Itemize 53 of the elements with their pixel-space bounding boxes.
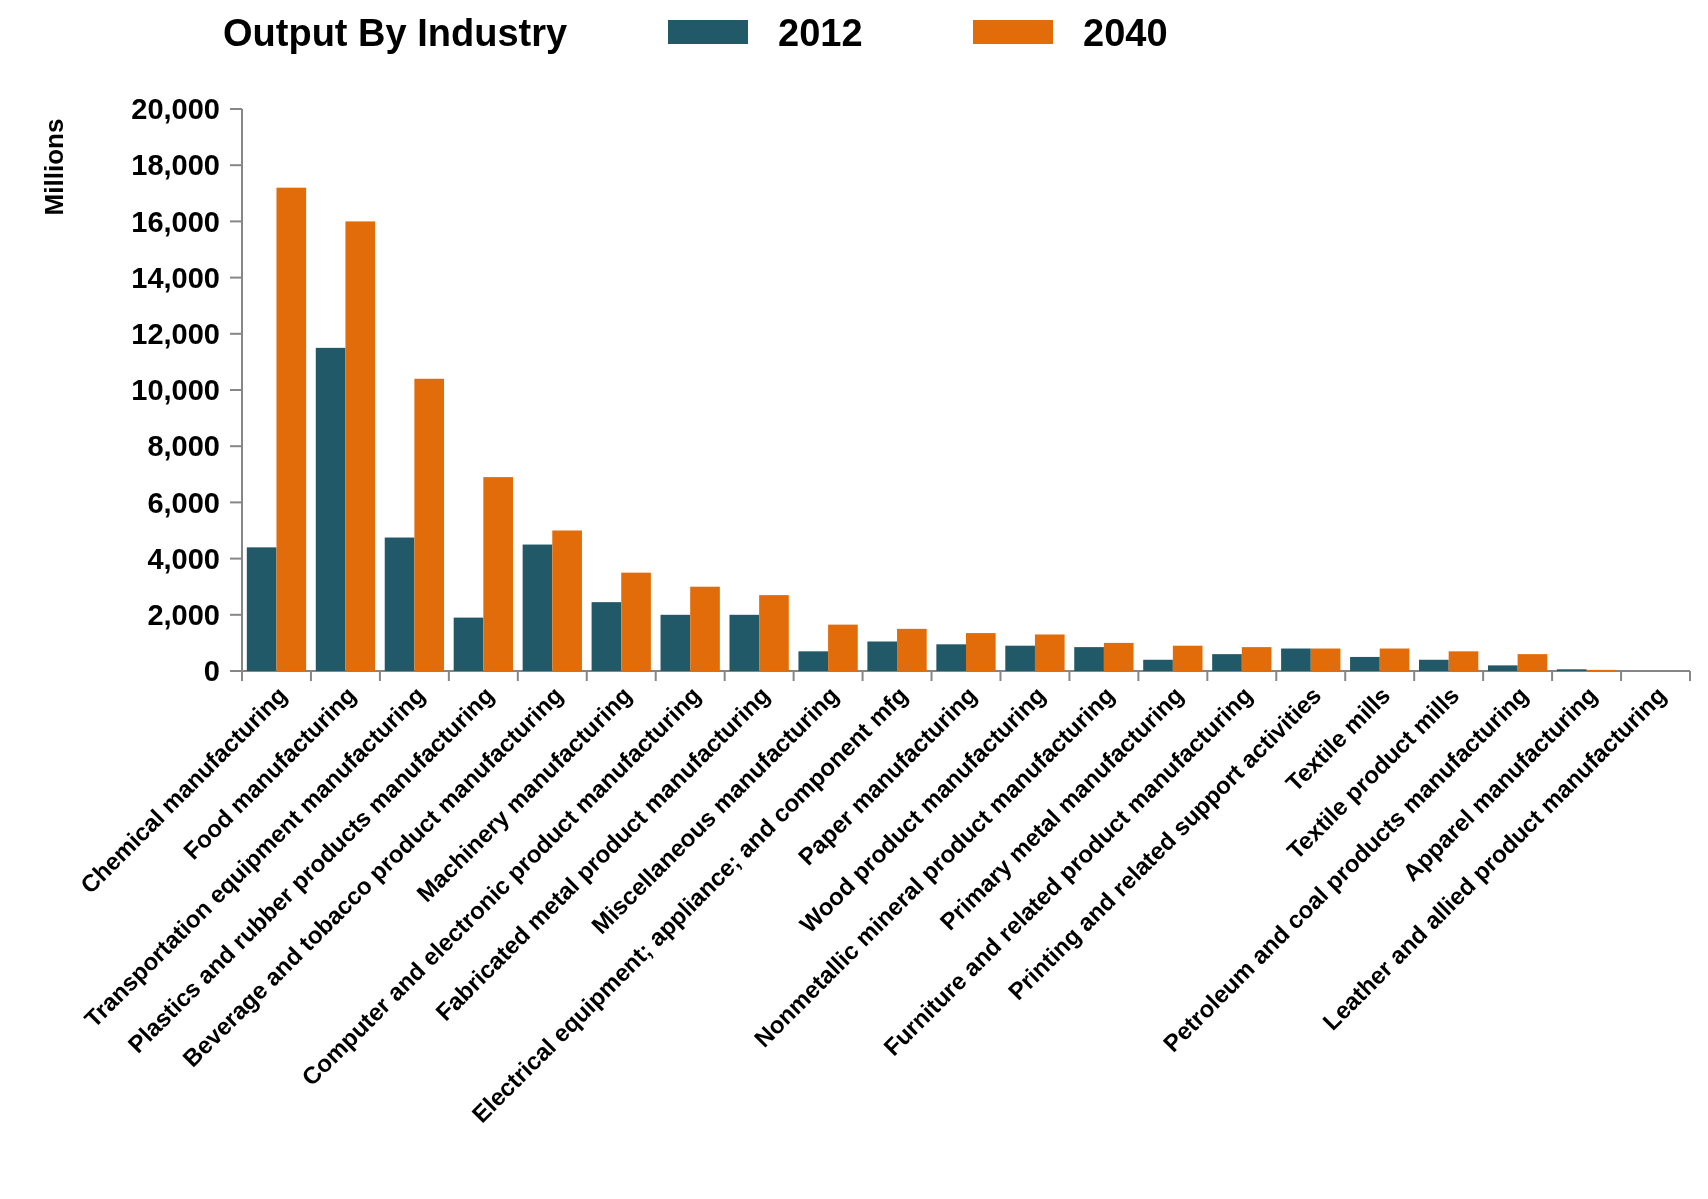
bar (522, 544, 553, 671)
bar (1143, 659, 1173, 671)
chart-title: Output By Industry (223, 12, 568, 54)
bar (660, 614, 691, 671)
y-tick-label: 8,000 (147, 430, 220, 463)
bar (246, 547, 277, 671)
bar (384, 537, 415, 671)
y-tick-label: 14,000 (131, 261, 220, 294)
bar (1419, 659, 1449, 671)
bar (897, 628, 927, 671)
y-axis-title: Millions (39, 118, 69, 216)
bar (966, 633, 996, 671)
bar (1350, 656, 1380, 671)
bar (414, 378, 445, 671)
bar (621, 572, 651, 671)
bar (1172, 645, 1203, 671)
bar (453, 617, 484, 671)
y-tick-label: 2,000 (147, 598, 220, 631)
y-tick-label: 4,000 (147, 542, 220, 575)
bar (1487, 665, 1518, 671)
bar (591, 602, 622, 671)
bar (1310, 648, 1341, 671)
bar (1281, 648, 1311, 671)
bar (1074, 647, 1104, 671)
bar (1005, 645, 1035, 671)
bar (798, 651, 829, 671)
y-tick-label: 6,000 (147, 486, 220, 519)
bar (729, 614, 760, 671)
bar (1517, 654, 1548, 671)
bar (345, 221, 376, 671)
y-tick-label: 16,000 (131, 205, 220, 238)
bar (315, 347, 346, 671)
bar (552, 530, 582, 671)
bar (483, 477, 513, 671)
bar (1103, 642, 1134, 671)
bar (828, 624, 858, 671)
bar (1034, 634, 1065, 671)
bar (1379, 648, 1410, 671)
bar (1241, 647, 1272, 671)
bar (690, 586, 720, 671)
legend-label: 2040 (1083, 12, 1168, 54)
bar (759, 595, 789, 671)
legend-label: 2012 (778, 12, 863, 54)
bar (867, 641, 898, 671)
y-tick-label: 18,000 (131, 149, 220, 182)
y-tick-label: 20,000 (131, 93, 220, 126)
y-tick-label: 12,000 (131, 317, 220, 350)
y-tick-label: 10,000 (131, 374, 220, 407)
bar (936, 644, 966, 671)
y-tick-label: 0 (203, 655, 220, 688)
bar (276, 187, 307, 671)
bar (1212, 654, 1242, 671)
bar (1448, 651, 1479, 671)
